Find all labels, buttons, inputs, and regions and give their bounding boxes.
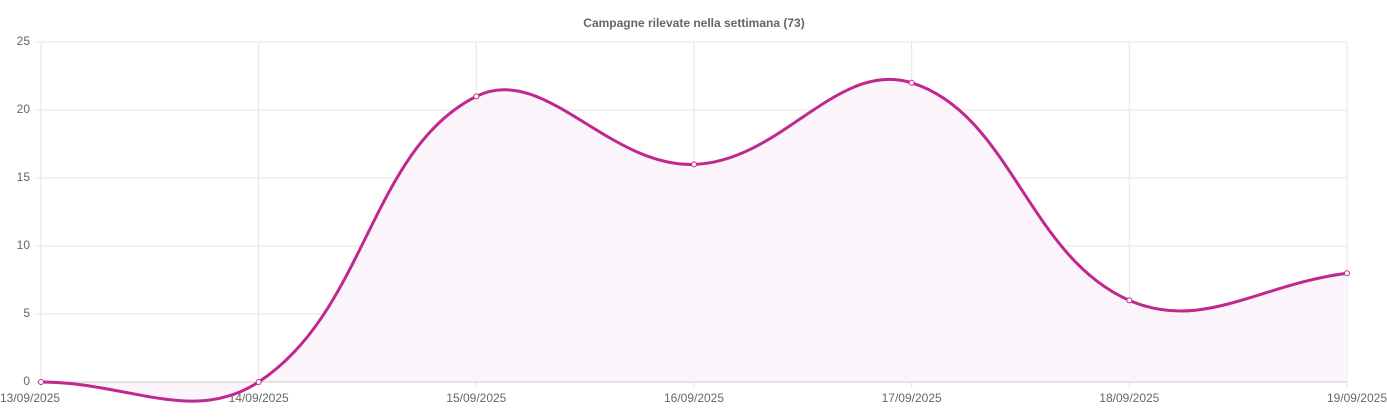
- area: [41, 79, 1347, 402]
- point: [1126, 297, 1133, 304]
- y-tick-label: 5: [23, 306, 30, 320]
- y-tick-label: 0: [23, 374, 30, 388]
- point: [1344, 270, 1350, 277]
- point: [255, 379, 262, 385]
- x-tick-label: 17/09/2025: [882, 391, 942, 405]
- point: [473, 93, 480, 100]
- x-tick-label: 13/09/2025: [0, 391, 60, 405]
- y-tick-label: 20: [17, 102, 31, 116]
- x-tick-label: 16/09/2025: [664, 391, 724, 405]
- x-tick-label: 15/09/2025: [446, 391, 506, 405]
- x-tick-label: 14/09/2025: [229, 391, 289, 405]
- y-tick-label: 25: [17, 34, 31, 48]
- x-tick-label: 18/09/2025: [1099, 391, 1159, 405]
- x-tick-label: 19/09/2025: [1327, 391, 1387, 405]
- y-tick-label: 10: [17, 238, 31, 252]
- point: [908, 79, 915, 86]
- point: [38, 379, 44, 385]
- y-tick-label: 15: [17, 170, 31, 184]
- chart-title: Campagne rilevate nella settimana (73): [583, 16, 804, 30]
- point: [691, 161, 697, 168]
